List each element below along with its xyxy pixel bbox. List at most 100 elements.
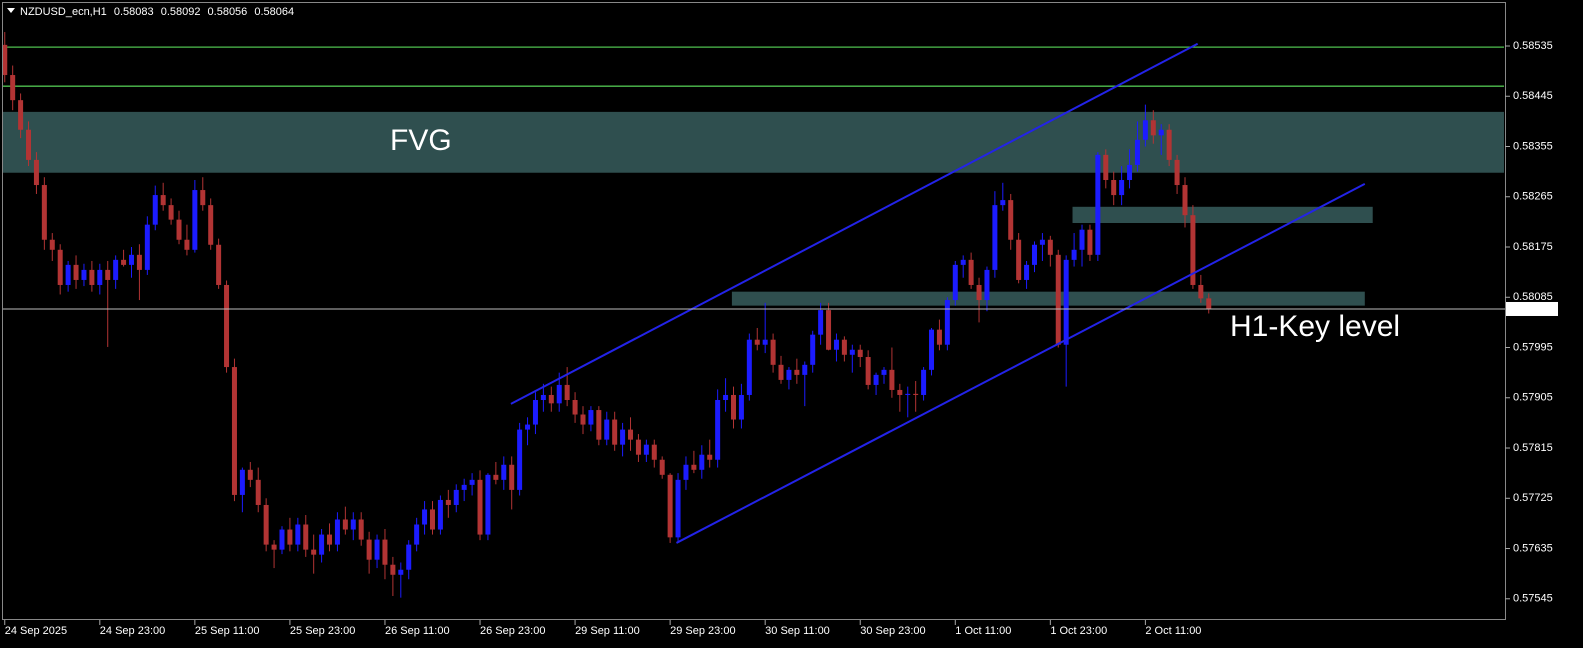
candle-body: [231, 367, 237, 495]
candle-body: [1031, 244, 1037, 265]
candle-body: [303, 524, 309, 550]
candle-body: [1142, 120, 1148, 140]
candle-body: [105, 269, 111, 280]
candle-body: [675, 479, 681, 538]
candle-body: [841, 339, 847, 355]
candle-body: [730, 394, 736, 420]
header: NZDUSD_ecn,H1 0.58083 0.58092 0.58056 0.…: [20, 6, 294, 18]
x-tick-label: 29 Sep 23:00: [670, 625, 735, 637]
x-tick-label: 26 Sep 11:00: [385, 625, 450, 637]
candle-body: [580, 414, 586, 425]
candle-body: [429, 509, 435, 530]
candle-body: [1063, 259, 1069, 345]
candle-body: [929, 329, 935, 370]
candle-body: [152, 195, 158, 225]
candle-body: [786, 369, 792, 380]
candle-body: [802, 364, 808, 375]
candle-body: [453, 489, 459, 505]
candle-body: [10, 75, 16, 101]
x-tick-label: 30 Sep 11:00: [765, 625, 830, 637]
candle-body: [620, 429, 626, 445]
candle-body: [564, 384, 570, 401]
candle-body: [572, 400, 578, 415]
candle-body: [1134, 139, 1140, 165]
low-value: 0.58056: [208, 6, 248, 18]
x-tick-label: 29 Sep 11:00: [575, 625, 640, 637]
candle-body: [89, 269, 95, 285]
x-tick-label: 1 Oct 11:00: [955, 625, 1011, 637]
candle-body: [857, 349, 863, 358]
candle-body: [1127, 164, 1133, 181]
candle-body: [398, 569, 404, 575]
candle-body: [184, 239, 190, 250]
candle-body: [723, 394, 729, 401]
y-tick-label: 0.57725: [1513, 492, 1553, 504]
candle-body: [913, 393, 919, 395]
x-tick-label: 24 Sep 23:00: [100, 625, 165, 637]
candle-body: [1008, 200, 1014, 240]
candle-body: [556, 384, 562, 404]
candle-body: [517, 429, 523, 490]
candle-body: [1206, 298, 1212, 309]
candle-body: [984, 269, 990, 301]
x-tick-label: 24 Sep 2025: [5, 625, 67, 637]
candle-body: [1079, 229, 1085, 250]
candle-body: [144, 224, 150, 270]
candle-body: [216, 244, 222, 285]
candle-body: [540, 394, 546, 401]
candle-body: [493, 474, 499, 480]
candle-body: [1055, 254, 1061, 345]
candle-body: [81, 269, 87, 280]
candle-body: [960, 259, 966, 265]
y-tick-label: 0.57995: [1513, 341, 1553, 353]
candle-body: [628, 429, 634, 440]
zone-label: FVG: [390, 124, 452, 157]
candle-body: [833, 339, 839, 350]
candle-body: [1024, 264, 1030, 280]
candle-body: [1198, 284, 1204, 299]
zone: [3, 111, 1504, 173]
candle-body: [588, 410, 594, 425]
candle-body: [422, 509, 428, 525]
candle-body: [707, 454, 713, 460]
candle-body: [1174, 159, 1180, 186]
candle-body: [952, 264, 958, 301]
candle-body: [746, 339, 752, 395]
candle-body: [176, 219, 182, 240]
candle-body: [826, 310, 832, 350]
candle-body: [1150, 120, 1156, 136]
y-tick-label: 0.58175: [1513, 241, 1553, 253]
candle-body: [659, 459, 665, 475]
candle-body: [596, 410, 602, 440]
candle-body: [1103, 154, 1109, 181]
candle-body: [1119, 180, 1125, 196]
candle-body: [121, 259, 127, 265]
candle-body: [865, 357, 871, 385]
y-tick-label: 0.58355: [1513, 140, 1553, 152]
candle-body: [57, 249, 63, 285]
candle-body: [889, 369, 895, 390]
candle-body: [1111, 180, 1117, 196]
y-tick-label: 0.57815: [1513, 442, 1553, 454]
candle-body: [287, 529, 293, 545]
candle-body: [208, 205, 214, 245]
menu-triangle: [7, 8, 15, 13]
x-tick-label: 25 Sep 23:00: [290, 625, 355, 637]
candle-body: [311, 549, 317, 555]
symbol: NZDUSD_ecn,H1: [20, 6, 107, 18]
candle-body: [532, 400, 538, 425]
candle-body: [738, 394, 744, 420]
x-tick-label: 1 Oct 23:00: [1050, 625, 1107, 637]
candle-body: [49, 239, 55, 250]
x-tick-label: 25 Sep 11:00: [195, 625, 260, 637]
candle-body: [113, 259, 119, 280]
y-tick-label: 0.57545: [1513, 593, 1553, 605]
x-tick-label: 2 Oct 11:00: [1145, 625, 1201, 637]
candle-body: [770, 339, 776, 365]
candle-body: [65, 264, 71, 285]
candle-body: [873, 374, 879, 385]
candle-body: [366, 539, 372, 560]
candle-body: [437, 499, 443, 530]
candle-body: [128, 254, 134, 265]
